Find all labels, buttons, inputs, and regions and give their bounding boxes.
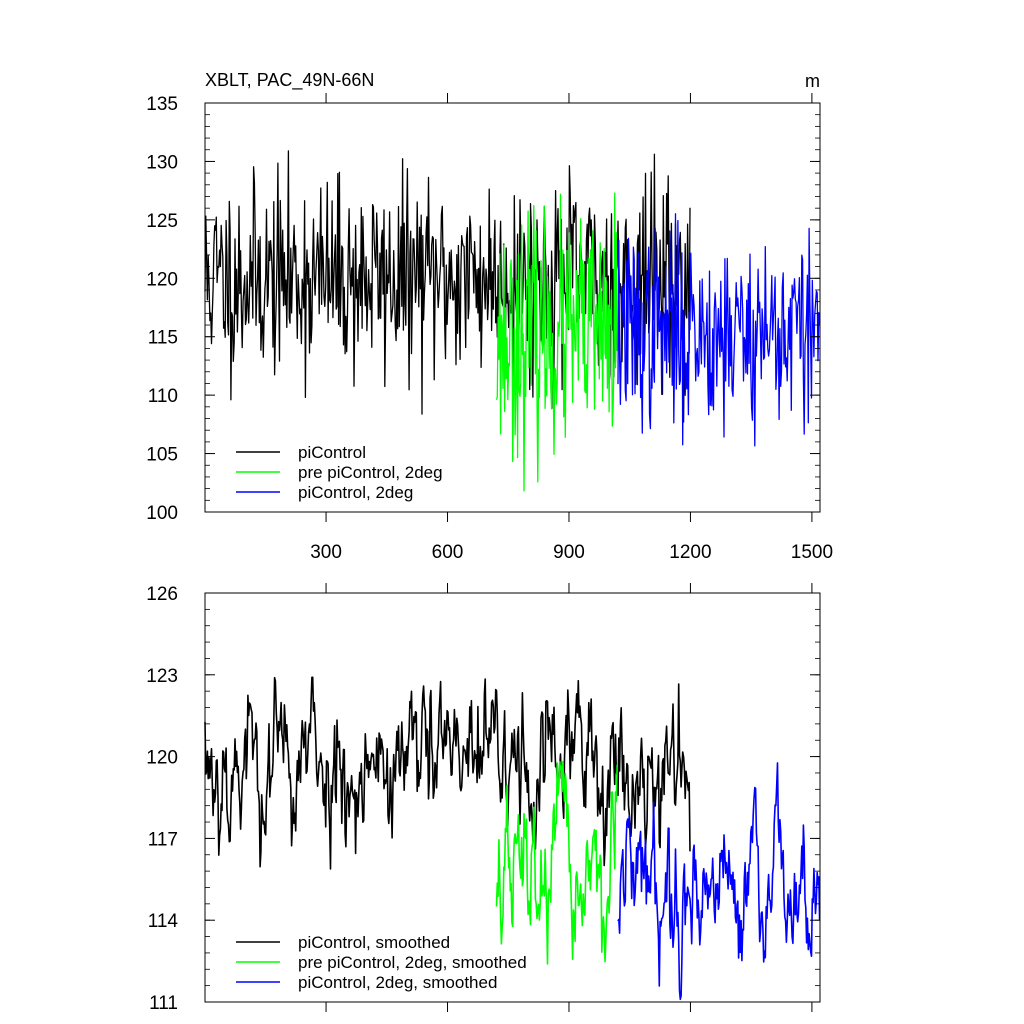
bottom-panel-series	[204, 676, 821, 1001]
top-panel: XBLT, PAC_49N-66N m 100 105 110 115 120 125 13…	[146, 70, 833, 563]
legend-label: pre piControl, 2deg	[298, 463, 443, 482]
y-tick-label: 115	[148, 328, 178, 349]
y-tick-label: 123	[146, 666, 178, 687]
x-tick-label: 1200	[669, 542, 711, 563]
bottom-panel: 111 114 117 120 123 126 piControl, smoothedpr…	[146, 583, 821, 1014]
legend-label: piControl, 2deg, smoothed	[298, 973, 497, 992]
y-tick-label: 111	[149, 993, 178, 1014]
y-tick-label: 120	[146, 748, 178, 769]
y-tick-label: 130	[146, 152, 178, 173]
series-line-2	[495, 192, 618, 492]
y-tick-label: 100	[146, 503, 178, 524]
series-line-1	[204, 676, 691, 870]
bottom-panel-frame	[204, 592, 821, 1003]
series-line-3	[617, 762, 821, 1001]
x-tick-label: 600	[432, 542, 464, 563]
x-tick-label: 900	[553, 542, 585, 563]
top-panel-series	[204, 150, 821, 492]
legend-label: piControl	[298, 443, 366, 462]
series-line-3	[617, 213, 821, 447]
y-tick-label: 114	[148, 911, 179, 932]
y-tick-label: 117	[148, 829, 178, 850]
x-tick-label: 300	[310, 542, 342, 563]
top-panel-ticks: 100 105 110 115 120 125 130 135 300 600 900 1200 150…	[146, 93, 833, 563]
y-tick-label: 135	[146, 94, 178, 115]
series-line-2	[495, 760, 618, 965]
y-tick-label: 110	[148, 386, 178, 407]
y-tick-label: 125	[146, 211, 178, 232]
bottom-panel-ticks: 111 114 117 120 123 126	[146, 583, 820, 1014]
top-panel-title: XBLT, PAC_49N-66N	[205, 70, 374, 91]
top-panel-frame	[204, 102, 821, 513]
x-tick-label: 1500	[791, 542, 833, 563]
y-tick-label: 126	[146, 584, 178, 605]
top-panel-units: m	[805, 71, 820, 91]
y-tick-label: 120	[146, 269, 178, 290]
y-tick-label: 105	[146, 445, 178, 466]
legend-label: piControl, smoothed	[298, 933, 450, 952]
legend-label: pre piControl, 2deg, smoothed	[298, 953, 527, 972]
legend-label: piControl, 2deg	[298, 483, 413, 502]
